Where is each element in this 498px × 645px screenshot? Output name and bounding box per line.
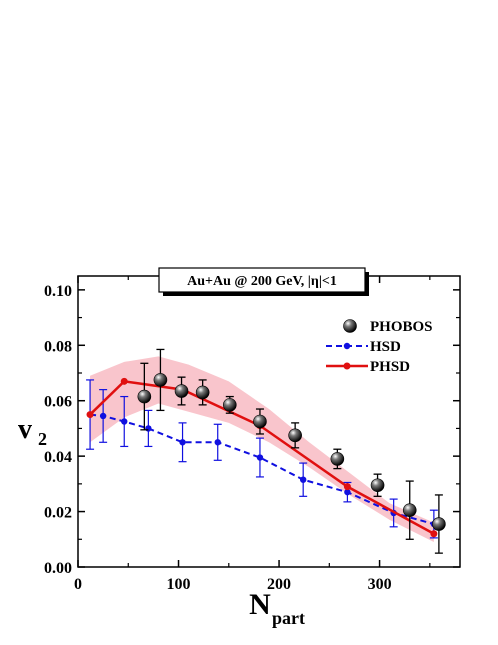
phsd-point: [86, 411, 94, 419]
hsd-point: [99, 412, 107, 420]
phobos-point: [137, 389, 152, 404]
y-axis-label-sub: 2: [38, 429, 47, 449]
y-tick-label: 0.10: [44, 283, 72, 300]
hsd-point: [179, 439, 186, 446]
y-axis-label-main: v: [18, 414, 32, 445]
x-tick-label: 0: [74, 576, 82, 593]
chart-title: Au+Au @ 200 GeV, |η|<1: [187, 274, 337, 289]
y-tick-label: 0.04: [44, 449, 72, 466]
legend-phsd-marker: [343, 362, 351, 370]
phsd-uncertainty-band: [90, 356, 434, 543]
y-tick-label: 0.00: [44, 560, 72, 577]
phobos-point: [195, 385, 210, 400]
phobos-point: [174, 384, 189, 398]
phobos-point: [253, 414, 267, 429]
phobos-point: [370, 478, 385, 493]
x-tick-label: 300: [368, 576, 392, 593]
y-axis-label: v 2: [18, 414, 47, 449]
hsd-point: [121, 418, 128, 425]
y-tick-label: 0.06: [44, 394, 72, 411]
phsd-band-layer: [90, 356, 434, 543]
y-tick-label: 0.08: [44, 338, 72, 355]
legend-phsd-label: PHSD: [370, 359, 410, 375]
phobos-point: [222, 398, 237, 412]
x-axis-label-sub: part: [272, 608, 305, 628]
phobos-point: [288, 428, 302, 443]
phsd-line: [89, 379, 435, 535]
legend: PHOBOS HSD PHSD: [326, 319, 433, 375]
series-layer: [86, 348, 446, 554]
x-tick-label: 200: [267, 576, 291, 593]
phsd-point: [120, 377, 128, 385]
legend-hsd-label: HSD: [370, 339, 401, 355]
y-tick-label: 0.02: [44, 505, 72, 522]
phsd-point: [343, 483, 351, 491]
phobos-point: [402, 503, 417, 517]
hsd-point: [145, 425, 152, 432]
x-axis-label-main: N: [249, 588, 271, 621]
hsd-point: [214, 439, 221, 446]
x-tick-label: 100: [167, 576, 191, 593]
title-box-frame: [158, 267, 366, 293]
phobos-point: [153, 373, 168, 387]
legend-hsd-marker: [343, 342, 351, 350]
x-axis-label: N part: [249, 588, 305, 628]
hsd-point: [344, 488, 351, 496]
legend-phobos-marker: [343, 319, 357, 333]
legend-phobos-label: PHOBOS: [370, 319, 433, 335]
hsd-point: [299, 476, 307, 483]
hsd-point: [256, 454, 264, 461]
phobos-point: [432, 517, 446, 531]
phsd-point: [430, 530, 438, 538]
phobos-point: [330, 452, 345, 466]
title-box: Au+Au @ 200 GeV, |η|<1: [158, 267, 369, 296]
